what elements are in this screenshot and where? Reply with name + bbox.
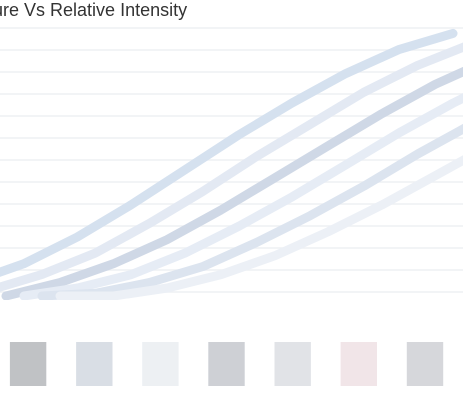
legend-swatch: [406, 342, 444, 386]
series-line: [0, 42, 463, 292]
legend-svg: [9, 342, 444, 386]
plot-area: [0, 22, 463, 300]
legend: [0, 318, 463, 410]
series-line: [0, 28, 458, 277]
series-layer: [0, 28, 463, 300]
chart-svg: [0, 27, 463, 300]
chart-title: erature Vs Relative Intensity: [0, 0, 463, 20]
chart-title-text: erature Vs Relative Intensity: [0, 0, 188, 20]
legend-swatch: [142, 342, 179, 386]
legend-swatch: [208, 342, 245, 386]
legend-swatch: [340, 342, 377, 386]
series-line: [19, 93, 463, 300]
legend-swatch: [274, 342, 311, 386]
legend-swatch: [76, 342, 113, 386]
legend-swatch: [9, 342, 47, 386]
series-line: [37, 123, 463, 300]
series-line: [1, 66, 463, 300]
